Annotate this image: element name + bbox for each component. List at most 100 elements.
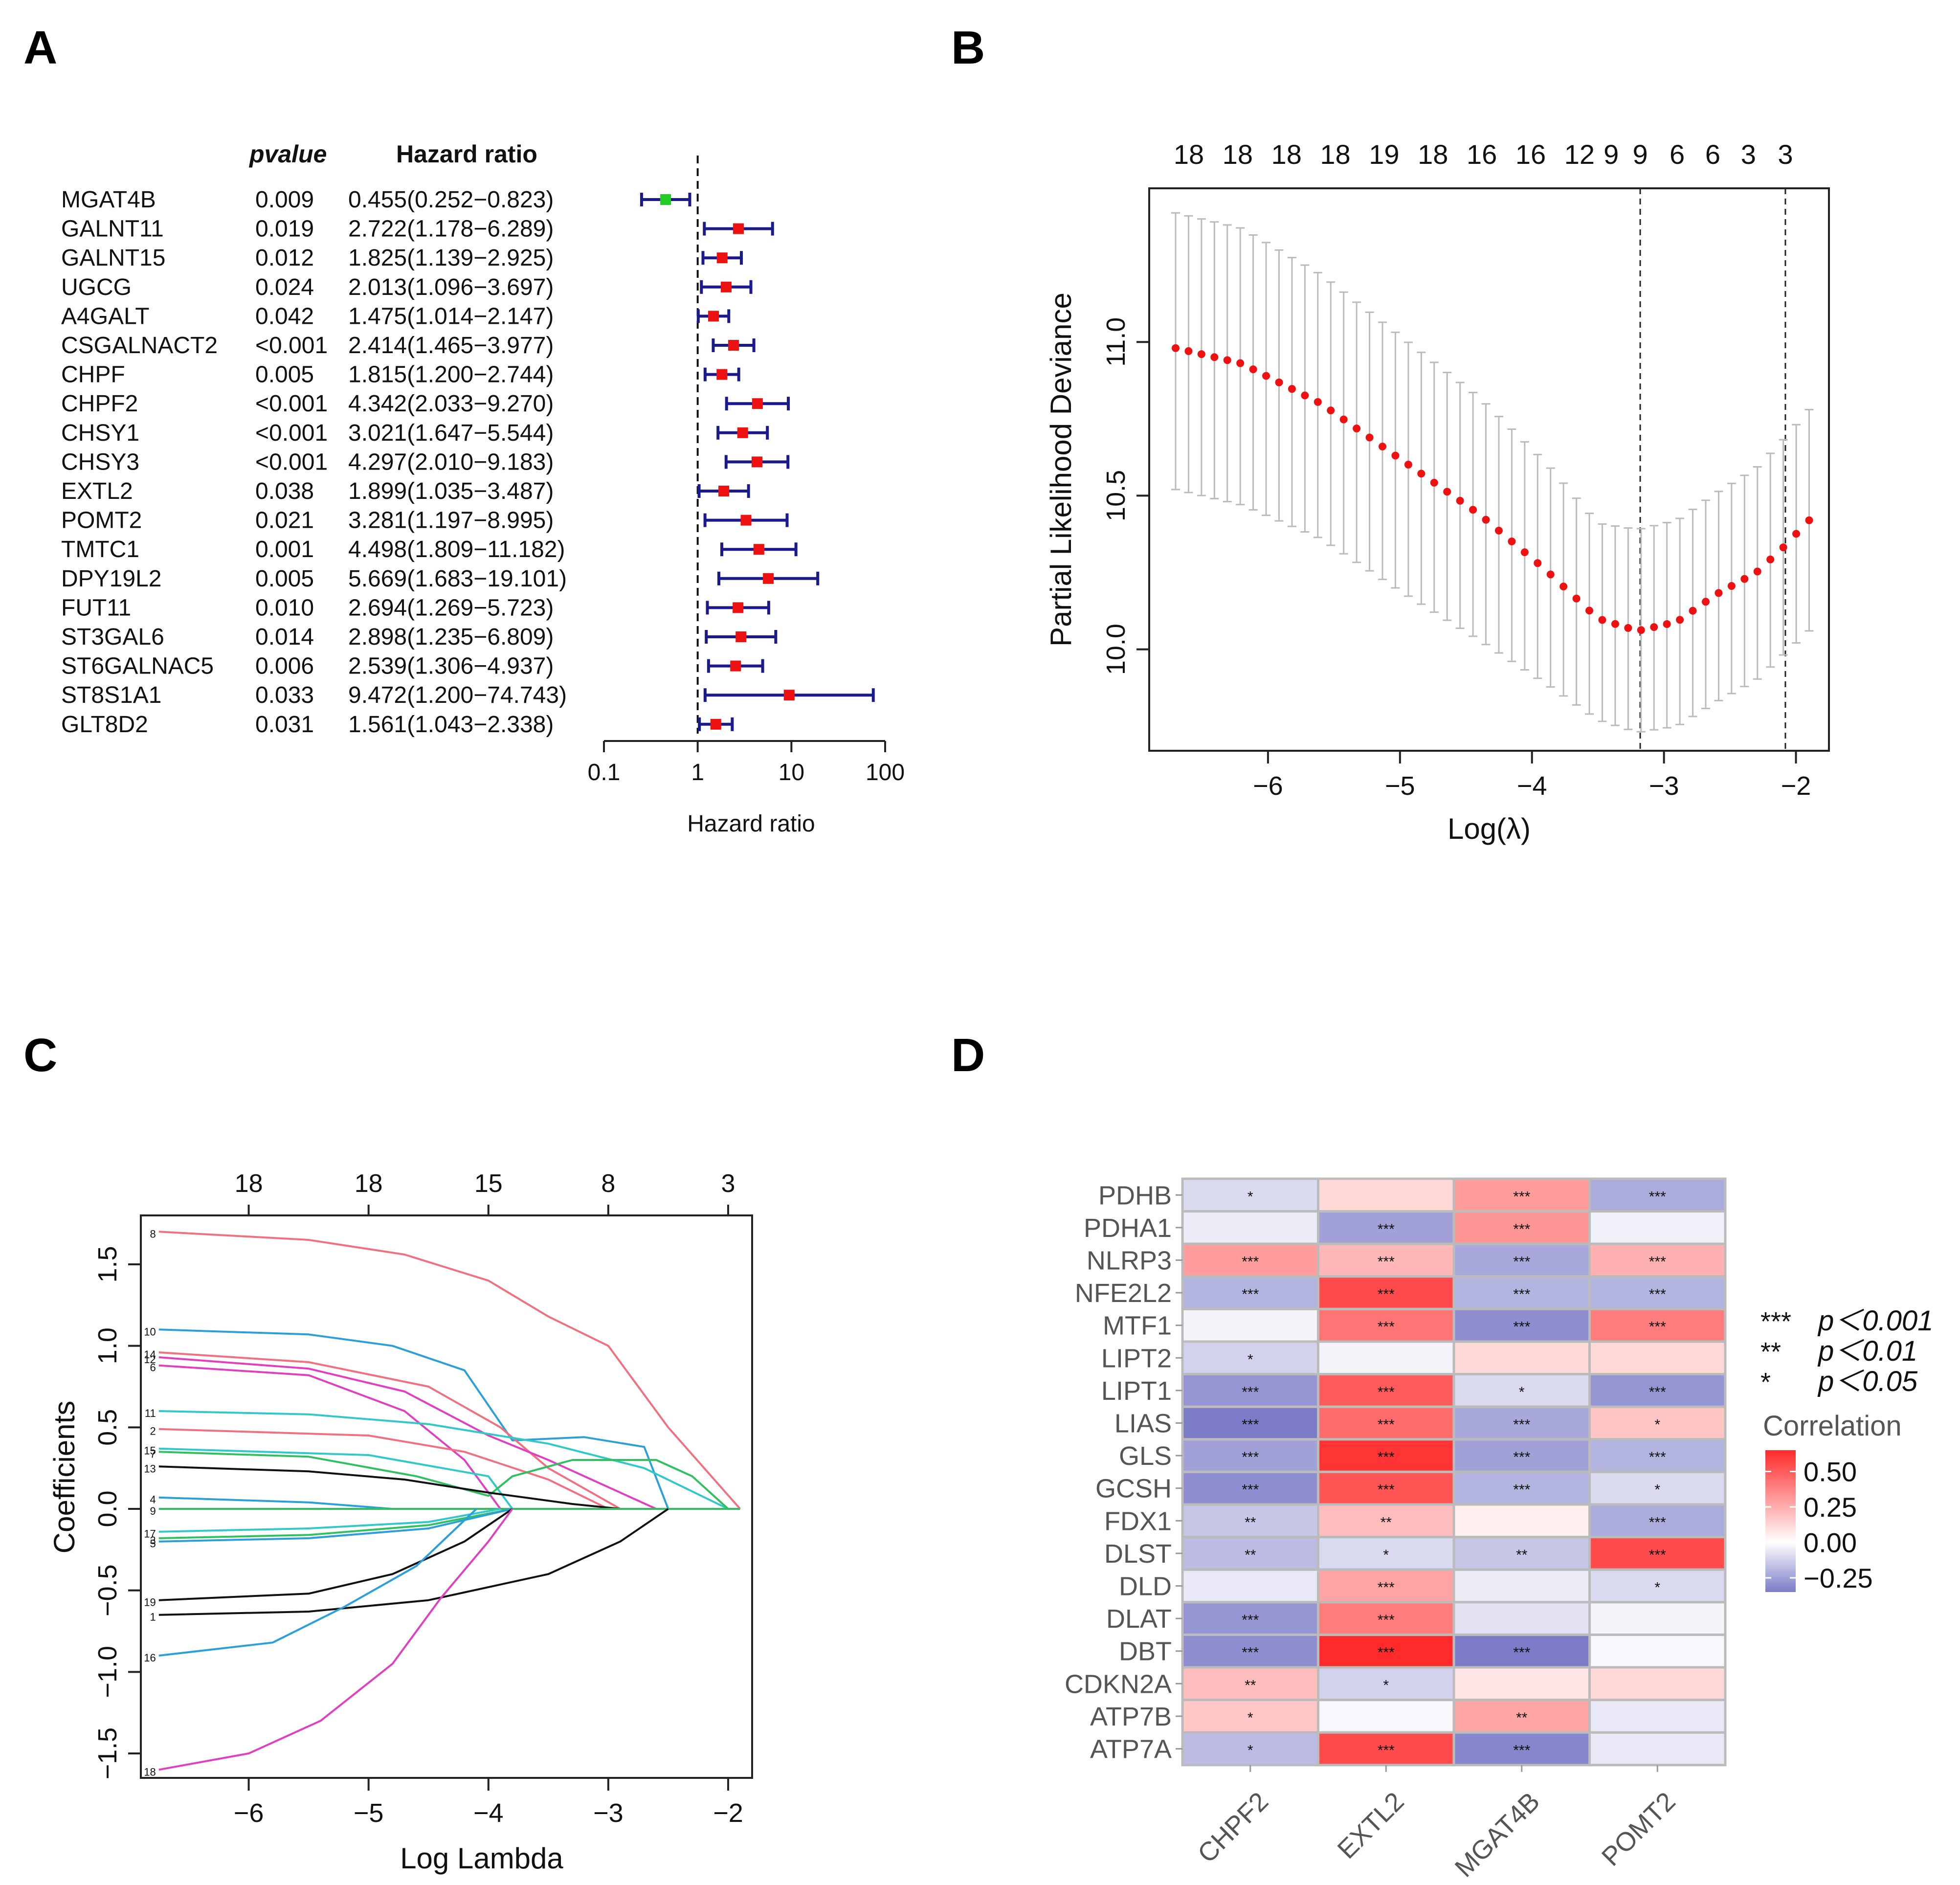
heatmap-cell	[1588, 1470, 1727, 1506]
x-tick-label: −3	[593, 1798, 624, 1828]
heatmap-cell	[1317, 1633, 1455, 1669]
pvalue-value: 0.006	[255, 653, 314, 679]
deviance-point	[1585, 606, 1594, 615]
y-tick-label: 1.5	[93, 1246, 122, 1282]
hr-point	[740, 515, 752, 526]
coef-line-label: 4	[150, 1494, 156, 1506]
pvalue-value: 0.010	[255, 595, 314, 621]
heatmap-cell	[1588, 1210, 1727, 1245]
row-label: PDHA1	[1084, 1213, 1172, 1243]
x-tick-label: −4	[1517, 771, 1547, 801]
hr-point	[783, 690, 795, 701]
top-axis-label: 18	[355, 1169, 383, 1198]
hr-point	[660, 194, 671, 205]
deviance-point	[1727, 582, 1736, 590]
cv-x-label: Log(λ)	[1448, 812, 1531, 845]
row-label: GLS	[1119, 1441, 1172, 1471]
row-label: ATP7A	[1090, 1735, 1172, 1764]
coef-line	[158, 1328, 669, 1509]
hr-point	[763, 573, 774, 584]
heatmap-cell	[1317, 1177, 1455, 1213]
deviance-point	[1314, 398, 1322, 406]
x-tick-label: −4	[473, 1798, 504, 1828]
pvalue-value: 0.021	[255, 508, 314, 534]
heatmap-cell	[1181, 1307, 1319, 1343]
hr-point	[730, 660, 741, 672]
coef-line-label: 2	[150, 1425, 156, 1437]
heatmap-cell	[1452, 1666, 1591, 1702]
panel-label-c: C	[23, 1029, 57, 1081]
significance-stars: ***	[1513, 1286, 1530, 1302]
significance-legend: *** p＜0.001 ** p＜0.01 * p＜0.05	[1760, 1305, 1933, 1397]
significance-stars: **	[1245, 1514, 1256, 1530]
pvalue-value: <0.001	[255, 449, 328, 475]
significance-stars: ***	[1378, 1417, 1395, 1433]
gene-label: ST8S1A1	[61, 682, 161, 708]
significance-stars: ***	[1242, 1417, 1259, 1433]
hazard-ratio-value: 4.342(2.033−9.270)	[348, 391, 554, 417]
row-label: ATP7B	[1090, 1702, 1172, 1731]
x-tick-label: −5	[1385, 771, 1415, 801]
deviance-point	[1689, 606, 1697, 615]
heatmap-cell	[1452, 1438, 1591, 1473]
pvalue-header: pvalue	[248, 140, 327, 168]
gene-label: CHSY1	[61, 420, 139, 446]
significance-stars: ***	[1649, 1286, 1666, 1302]
deviance-point	[1805, 516, 1813, 524]
hazard-ratio-value: 1.475(1.014−2.147)	[348, 303, 554, 329]
deviance-point	[1792, 530, 1801, 538]
pvalue-value: 0.031	[255, 712, 314, 738]
colorbar-tick-label: 0.00	[1804, 1527, 1857, 1558]
significance-legend-text: p＜0.001	[1817, 1305, 1933, 1337]
coef-line	[158, 1428, 609, 1510]
pvalue-value: 0.005	[255, 566, 314, 592]
deviance-point	[1482, 516, 1490, 524]
hazard-ratio-header: Hazard ratio	[396, 140, 537, 168]
coef-line	[158, 1508, 513, 1539]
coef-line	[158, 1451, 729, 1510]
coef-lines	[158, 1231, 741, 1771]
heatmap-cell	[1181, 1633, 1319, 1669]
heatmap-cell	[1181, 1210, 1319, 1245]
significance-stars: ***	[1513, 1189, 1530, 1205]
deviance-point	[1676, 616, 1684, 624]
significance-stars: *	[1654, 1580, 1660, 1596]
significance-stars: ***	[1242, 1384, 1259, 1400]
y-tick-label: −1.5	[93, 1728, 122, 1780]
significance-stars: ***	[1242, 1482, 1259, 1498]
pvalue-value: 0.014	[255, 624, 314, 650]
column-label: POMT2	[1596, 1787, 1681, 1872]
y-tick-label: 0.5	[93, 1409, 122, 1446]
heatmap-cell	[1588, 1177, 1727, 1213]
hr-point	[716, 369, 728, 380]
significance-stars: ***	[1649, 1514, 1666, 1530]
deviance-point	[1740, 575, 1749, 583]
hr-point	[753, 544, 764, 555]
row-label: FDX1	[1104, 1506, 1172, 1536]
deviance-point	[1663, 620, 1671, 628]
significance-stars: **	[1381, 1514, 1392, 1530]
deviance-point	[1766, 555, 1775, 563]
y-tick-label: 10.0	[1101, 624, 1131, 675]
coef-line	[158, 1508, 513, 1601]
deviance-point	[1753, 567, 1761, 576]
hazard-ratio-value: 1.825(1.139−2.925)	[348, 245, 554, 271]
coef-line-label: 15	[144, 1445, 156, 1457]
deviance-point	[1637, 626, 1645, 634]
heatmap-cell	[1588, 1340, 1727, 1376]
heatmap-cell	[1181, 1536, 1319, 1571]
hr-point	[752, 398, 763, 409]
heatmap-cell	[1181, 1568, 1319, 1604]
deviance-point	[1171, 344, 1180, 352]
deviance-point	[1508, 537, 1516, 545]
correlation-heatmap: * *** ****** ****** *** *** ****** *** *** ******…	[1065, 1177, 1933, 1883]
hazard-ratio-value: 3.021(1.647−5.544)	[348, 420, 554, 446]
panel-label-d: D	[951, 1029, 985, 1081]
heatmap-cell	[1588, 1633, 1727, 1669]
significance-stars: ***	[1378, 1286, 1395, 1302]
row-label: DBT	[1119, 1637, 1172, 1666]
significance-stars: ***	[1378, 1645, 1395, 1661]
coef-line	[158, 1231, 741, 1510]
gene-label: CSGALNACT2	[61, 333, 218, 359]
